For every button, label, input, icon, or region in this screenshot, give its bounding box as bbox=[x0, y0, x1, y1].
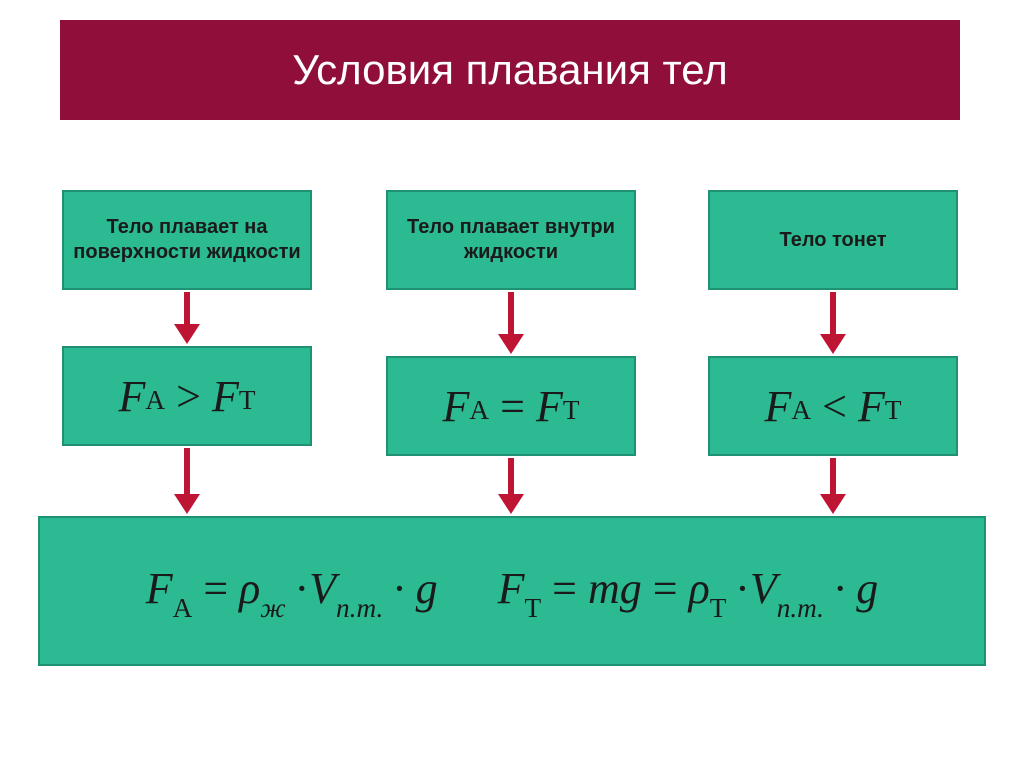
formula-summary-box: FA = ρж ·Vп.т. · g FТ = mg = ρТ ·Vп.т. · … bbox=[38, 516, 986, 666]
condition-box-2: Тело тонет bbox=[708, 190, 958, 290]
archimedes-formula: FA = ρж ·Vп.т. · g bbox=[146, 563, 438, 620]
formula-box-0: FA > FТ bbox=[62, 346, 312, 446]
condition-box-1: Тело плавает внутри жидкости bbox=[386, 190, 636, 290]
page-title: Условия плавания тел bbox=[60, 20, 960, 120]
gravity-formula: FТ = mg = ρТ ·Vп.т. · g bbox=[498, 563, 879, 620]
formula-box-1: FA = FТ bbox=[386, 356, 636, 456]
formula-box-2: FA < FТ bbox=[708, 356, 958, 456]
condition-box-0: Тело плавает на поверхности жидкости bbox=[62, 190, 312, 290]
